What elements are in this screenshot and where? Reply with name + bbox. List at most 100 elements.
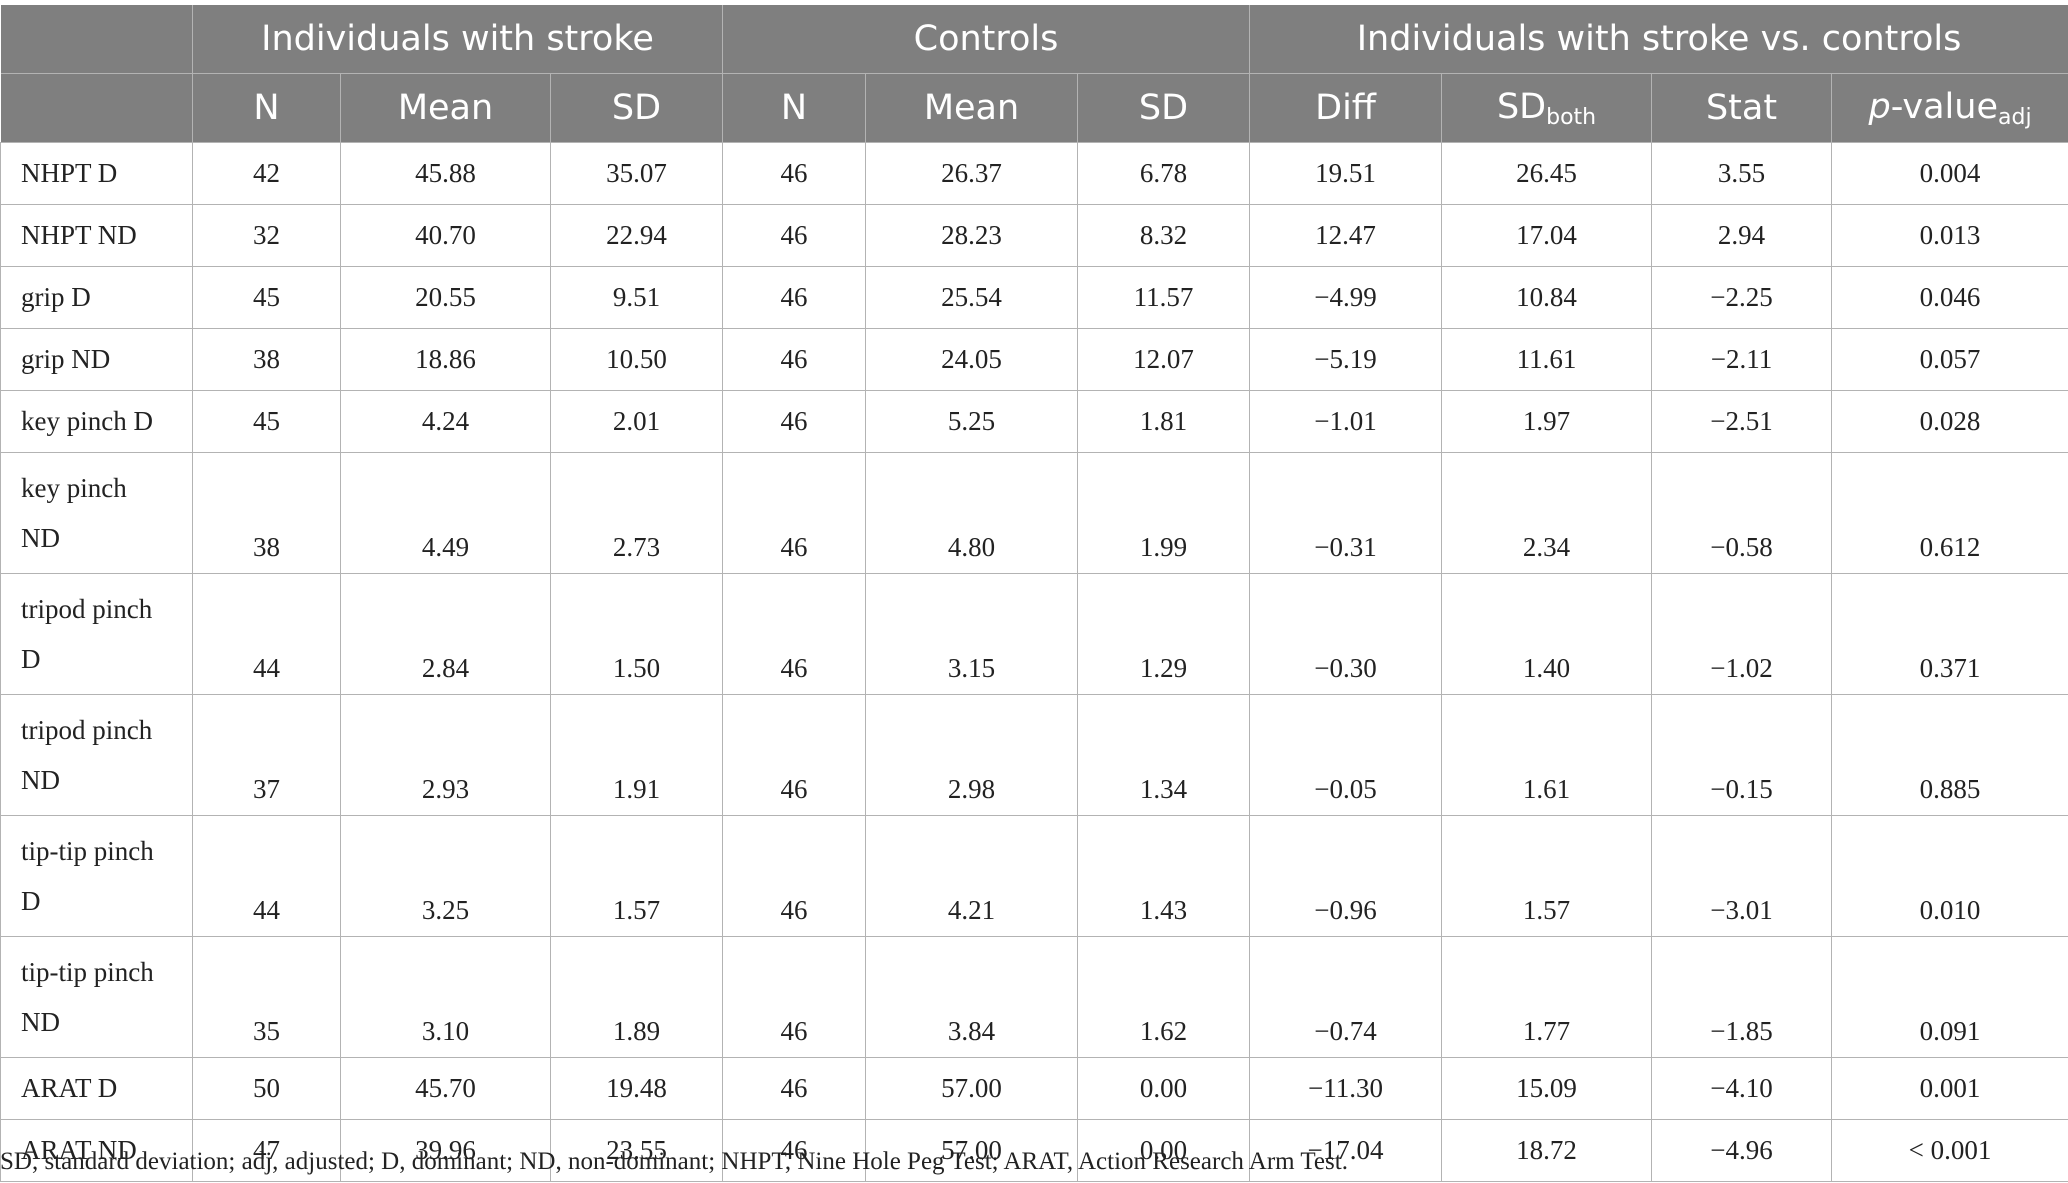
row-label: grip ND: [0, 328, 193, 391]
table-cell: 0.057: [1831, 328, 2068, 391]
table-cell: < 0.001: [1831, 1119, 2068, 1182]
table-cell: 0.371: [1831, 573, 2068, 695]
table-cell: 46: [722, 390, 866, 453]
table-cell: 0.010: [1831, 815, 2068, 937]
row-label: tripod pinch ND: [0, 694, 193, 816]
row-label: tripod pinch D: [0, 573, 193, 695]
group-header-empty: [0, 5, 193, 74]
table-cell: 0.001: [1831, 1057, 2068, 1120]
column-header-p-value: p-valueadj: [1831, 73, 2068, 143]
table-cell: 2.73: [550, 452, 723, 574]
table-cell: 25.54: [865, 266, 1078, 329]
table-row: key pinch ND 38 4.49 2.73 46 4.80 1.99 −0.31 2.34…: [0, 452, 2068, 574]
p-value-subscript: adj: [1998, 104, 2032, 130]
table-cell: 1.61: [1441, 694, 1653, 816]
table-cell: 32: [192, 204, 341, 267]
table-cell: −5.19: [1249, 328, 1443, 391]
table-cell: 24.05: [865, 328, 1078, 391]
table-cell: 2.84: [340, 573, 551, 695]
results-table: Individuals with stroke Controls Individ…: [0, 5, 2068, 1182]
table-cell: 1.62: [1076, 936, 1251, 1058]
column-header-sd-both: SDboth: [1441, 73, 1653, 143]
table-header: Individuals with stroke Controls Individ…: [0, 5, 2068, 143]
table-row: ARAT ND 47 39.96 23.55 46 57.00 0.00 −17.04 18.7…: [0, 1119, 2068, 1182]
table-cell: −0.74: [1249, 936, 1443, 1058]
table-cell: −4.96: [1651, 1119, 1833, 1182]
column-header-sd-stroke: SD: [550, 73, 723, 143]
table-cell: 0.013: [1831, 204, 2068, 267]
table-cell: 1.29: [1076, 573, 1251, 695]
results-table-container: Individuals with stroke Controls Individ…: [0, 5, 2068, 1182]
table-cell: 1.81: [1076, 390, 1251, 453]
table-cell: 38: [192, 452, 341, 574]
table-cell: 50: [192, 1057, 341, 1120]
table-row: tripod pinch D 44 2.84 1.50 46 3.15 1.29 −0.30 1.…: [0, 573, 2068, 695]
table-row: NHPT D 42 45.88 35.07 46 26.37 6.78 19.51 26.45 3…: [0, 142, 2068, 205]
table-body: NHPT D 42 45.88 35.07 46 26.37 6.78 19.51 26.45 3…: [0, 142, 2068, 1182]
row-label: ARAT D: [0, 1057, 193, 1120]
row-label: NHPT ND: [0, 204, 193, 267]
table-cell: 12.47: [1249, 204, 1443, 267]
table-cell: 19.48: [550, 1057, 723, 1120]
column-header-n-stroke: N: [192, 73, 341, 143]
table-cell: 37: [192, 694, 341, 816]
table-cell: 1.97: [1441, 390, 1653, 453]
table-cell: 35.07: [550, 142, 723, 205]
table-row: ARAT D 50 45.70 19.48 46 57.00 0.00 −11.30 15.09…: [0, 1057, 2068, 1120]
table-row: tripod pinch ND 37 2.93 1.91 46 2.98 1.34 −0.05 1…: [0, 694, 2068, 816]
table-cell: 46: [722, 328, 866, 391]
table-cell: 46: [722, 452, 866, 574]
row-label: ARAT ND: [0, 1119, 193, 1182]
table-cell: 2.93: [340, 694, 551, 816]
table-cell: 6.78: [1076, 142, 1251, 205]
row-label: key pinch ND: [0, 452, 193, 574]
table-cell: 4.24: [340, 390, 551, 453]
table-cell: 18.72: [1441, 1119, 1653, 1182]
table-cell: 17.04: [1441, 204, 1653, 267]
table-cell: 12.07: [1076, 328, 1251, 391]
table-cell: 46: [722, 204, 866, 267]
table-row: key pinch D 45 4.24 2.01 46 5.25 1.81 −1.01 1.97…: [0, 390, 2068, 453]
table-cell: 2.98: [865, 694, 1078, 816]
table-row: NHPT ND 32 40.70 22.94 46 28.23 8.32 12.47 17.04…: [0, 204, 2068, 267]
table-cell: 1.57: [550, 815, 723, 937]
table-cell: 10.50: [550, 328, 723, 391]
table-cell: 1.91: [550, 694, 723, 816]
table-cell: 0.885: [1831, 694, 2068, 816]
group-header-comparison: Individuals with stroke vs. controls: [1249, 5, 2068, 74]
table-cell: 45.70: [340, 1057, 551, 1120]
table-cell: 1.50: [550, 573, 723, 695]
row-label: key pinch D: [0, 390, 193, 453]
table-cell: 4.80: [865, 452, 1078, 574]
table-cell: 46: [722, 1119, 866, 1182]
table-cell: 35: [192, 936, 341, 1058]
table-cell: 3.10: [340, 936, 551, 1058]
column-header-stat: Stat: [1651, 73, 1833, 143]
table-cell: 3.55: [1651, 142, 1833, 205]
column-header-mean-controls: Mean: [865, 73, 1078, 143]
group-header-controls: Controls: [721, 5, 1251, 74]
table-cell: 1.89: [550, 936, 723, 1058]
table-cell: 9.51: [550, 266, 723, 329]
table-cell: 19.51: [1249, 142, 1443, 205]
table-cell: 1.43: [1076, 815, 1251, 937]
table-cell: 45.88: [340, 142, 551, 205]
table-cell: 1.40: [1441, 573, 1653, 695]
table-row: grip D 45 20.55 9.51 46 25.54 11.57 −4.99 10.84−…: [0, 266, 2068, 329]
row-label-line1: key pinch: [21, 473, 127, 503]
table-cell: 47: [192, 1119, 341, 1182]
table-cell: 1.99: [1076, 452, 1251, 574]
sd-both-subscript: both: [1546, 104, 1597, 130]
table-cell: −0.31: [1249, 452, 1443, 574]
table-cell: 46: [722, 142, 866, 205]
table-cell: −3.01: [1651, 815, 1833, 937]
column-header-diff: Diff: [1249, 73, 1443, 143]
table-cell: 0.612: [1831, 452, 2068, 574]
table-cell: 44: [192, 573, 341, 695]
group-header-stroke: Individuals with stroke: [192, 5, 723, 74]
table-cell: 4.21: [865, 815, 1078, 937]
table-cell: 22.94: [550, 204, 723, 267]
column-header-label: [0, 73, 193, 143]
table-cell: 0.028: [1831, 390, 2068, 453]
table-cell: −0.05: [1249, 694, 1443, 816]
